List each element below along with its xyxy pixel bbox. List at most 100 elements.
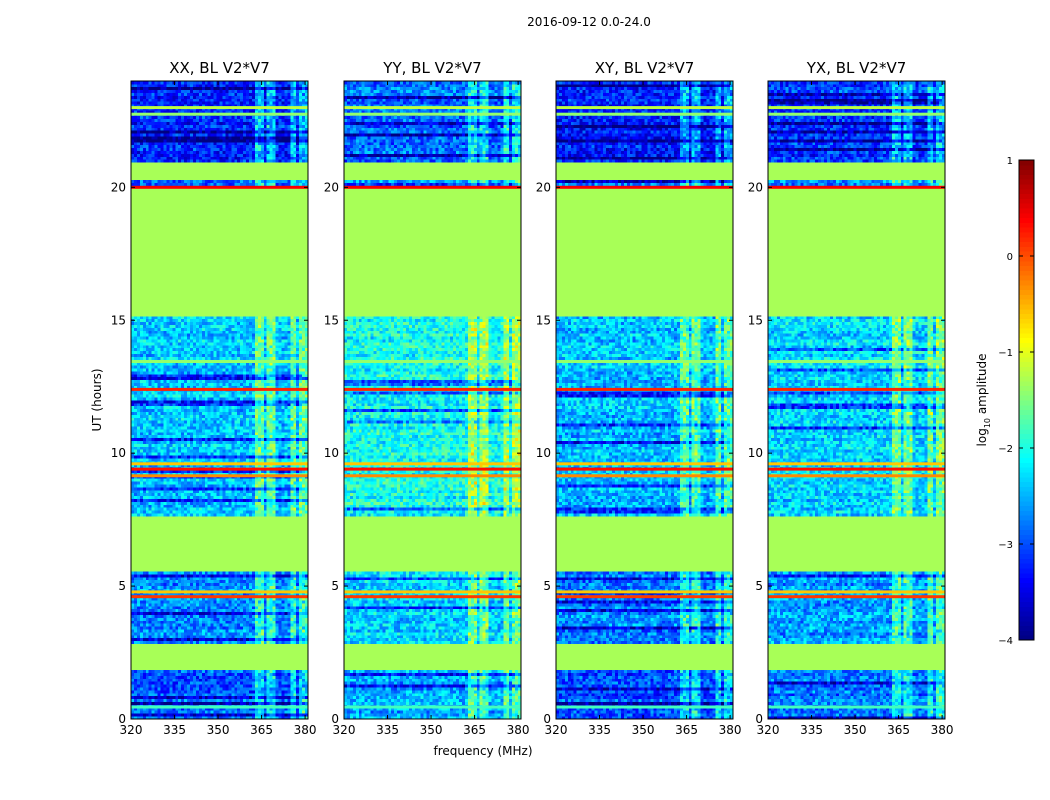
colorbar-segment	[1019, 491, 1034, 496]
y-tick-label: 5	[331, 579, 339, 593]
bright-time-line	[556, 468, 733, 471]
x-tick-label: 350	[632, 723, 655, 737]
colorbar-segment	[1019, 496, 1034, 501]
bright-time-line	[344, 590, 521, 593]
x-axis-label: frequency (MHz)	[433, 744, 532, 758]
bright-time-line	[131, 468, 308, 471]
x-tick-label: 335	[163, 723, 186, 737]
heatmap-cells	[131, 81, 308, 719]
colorbar-segment	[1019, 189, 1034, 194]
bright-time-line	[131, 186, 308, 189]
colorbar-segment	[1019, 342, 1034, 347]
colorbar-segment	[1019, 582, 1034, 587]
colorbar-segment	[1019, 563, 1034, 568]
bright-time-line	[131, 106, 308, 109]
bright-time-line	[131, 360, 308, 363]
colorbar-segment	[1019, 160, 1034, 165]
colorbar-tick-label: −3	[998, 540, 1013, 551]
bright-time-line	[768, 106, 945, 109]
colorbar-segment	[1019, 414, 1034, 419]
panel-title: XX, BL V2*V7	[169, 59, 270, 77]
colorbar-segment	[1019, 429, 1034, 434]
y-tick-label: 10	[111, 446, 126, 460]
x-tick-label: 380	[294, 723, 317, 737]
colorbar-segment	[1019, 530, 1034, 535]
y-tick-label: 15	[536, 313, 551, 327]
bright-time-line	[131, 595, 308, 598]
colorbar-segment	[1019, 198, 1034, 203]
x-tick-label: 365	[887, 723, 910, 737]
colorbar-segment	[1019, 448, 1034, 453]
colorbar-segment	[1019, 275, 1034, 280]
x-tick-label: 350	[207, 723, 230, 737]
colorbar-tick-label: −2	[998, 444, 1013, 455]
bright-time-line	[344, 106, 521, 109]
y-tick-label: 10	[536, 446, 551, 460]
colorbar-segment	[1019, 222, 1034, 227]
x-tick-label: 380	[931, 723, 954, 737]
panel-title: YY, BL V2*V7	[382, 59, 481, 77]
x-tick-label: 380	[719, 723, 742, 737]
colorbar-segment	[1019, 544, 1034, 549]
colorbar-segment	[1019, 568, 1034, 573]
bright-time-line	[556, 388, 733, 391]
colorbar-segment	[1019, 558, 1034, 563]
colorbar-segment	[1019, 179, 1034, 184]
colorbar-segment	[1019, 381, 1034, 386]
colorbar-segment	[1019, 270, 1034, 275]
colorbar-segment	[1019, 573, 1034, 578]
colorbar-segment	[1019, 616, 1034, 621]
colorbar-segment	[1019, 434, 1034, 439]
bright-time-line	[556, 186, 733, 189]
colorbar-segment	[1019, 285, 1034, 290]
colorbar-segment	[1019, 482, 1034, 487]
colorbar-segment	[1019, 458, 1034, 463]
colorbar-segment	[1019, 477, 1034, 482]
colorbar-segment	[1019, 266, 1034, 271]
bright-time-line	[344, 595, 521, 598]
colorbar-segment	[1019, 309, 1034, 314]
bright-time-line	[768, 595, 945, 598]
y-tick-label: 0	[118, 712, 126, 726]
x-tick-label: 335	[376, 723, 399, 737]
colorbar-segment	[1019, 323, 1034, 328]
colorbar-tick-label: 0	[1007, 252, 1013, 263]
colorbar-segment	[1019, 256, 1034, 261]
bright-time-line	[131, 590, 308, 593]
colorbar-segment	[1019, 578, 1034, 583]
colorbar-segment	[1019, 376, 1034, 381]
colorbar-segment	[1019, 203, 1034, 208]
colorbar-segment	[1019, 606, 1034, 611]
bright-time-line	[768, 468, 945, 471]
colorbar-segment	[1019, 213, 1034, 218]
bright-time-line	[131, 474, 308, 477]
colorbar-segment	[1019, 525, 1034, 530]
bright-time-line	[768, 360, 945, 363]
colorbar-segment	[1019, 194, 1034, 199]
colorbar-tick-label: −4	[998, 636, 1013, 647]
y-tick-label: 0	[755, 712, 763, 726]
x-tick-label: 350	[844, 723, 867, 737]
colorbar-segment	[1019, 386, 1034, 391]
colorbar-segment	[1019, 630, 1034, 635]
bright-time-line	[556, 590, 733, 593]
y-tick-label: 15	[324, 313, 339, 327]
colorbar-segment	[1019, 592, 1034, 597]
colorbar-tick-label: −1	[998, 348, 1013, 359]
colorbar-segment	[1019, 534, 1034, 539]
bright-time-line	[768, 186, 945, 189]
colorbar-segment	[1019, 333, 1034, 338]
bright-time-line	[768, 474, 945, 477]
colorbar-segment	[1019, 587, 1034, 592]
colorbar-segment	[1019, 338, 1034, 343]
colorbar-tick-label: 1	[1007, 156, 1013, 167]
heatmap-cells	[768, 81, 945, 719]
colorbar-segment	[1019, 208, 1034, 213]
colorbar-segment	[1019, 472, 1034, 477]
bright-time-line	[556, 595, 733, 598]
colorbar-segment	[1019, 299, 1034, 304]
y-tick-label: 10	[748, 446, 763, 460]
bright-time-line	[131, 706, 308, 709]
